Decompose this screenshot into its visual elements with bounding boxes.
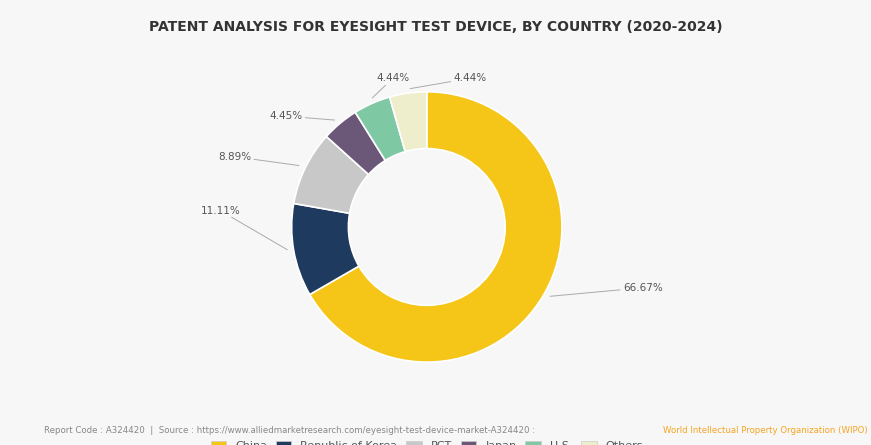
Wedge shape [294,137,368,213]
Text: 8.89%: 8.89% [218,152,299,166]
Text: PATENT ANALYSIS FOR EYESIGHT TEST DEVICE, BY COUNTRY (2020-2024): PATENT ANALYSIS FOR EYESIGHT TEST DEVICE… [149,20,722,34]
Wedge shape [355,97,405,161]
Wedge shape [292,203,359,295]
Wedge shape [310,92,562,362]
Text: 4.44%: 4.44% [410,73,487,89]
Text: 4.44%: 4.44% [372,73,409,98]
Text: 11.11%: 11.11% [200,206,287,250]
Text: Report Code : A324420  |  Source : https://www.alliedmarketresearch.com/eyesight: Report Code : A324420 | Source : https:/… [44,426,537,435]
Wedge shape [389,92,427,152]
Text: 66.67%: 66.67% [550,283,663,296]
Legend: China, Republic of Korea, PCT, Japan, U.S., Others: China, Republic of Korea, PCT, Japan, U.… [211,441,643,445]
Text: 4.45%: 4.45% [269,111,334,121]
Wedge shape [327,112,385,174]
Text: World Intellectual Property Organization (WIPO): World Intellectual Property Organization… [663,426,868,435]
